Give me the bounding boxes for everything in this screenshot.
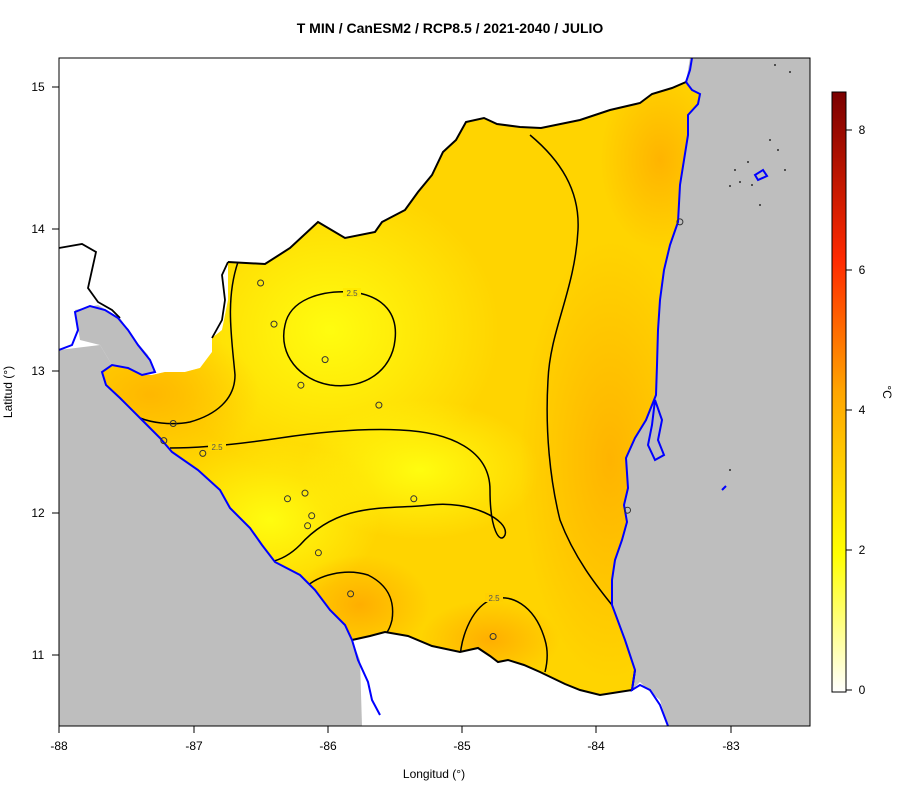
- station-markers: [160, 218, 684, 640]
- cays: [753, 168, 769, 182]
- station-point: [297, 381, 305, 389]
- contour-label-bg: [208, 442, 226, 451]
- contour-central: [169, 428, 507, 563]
- x-axis: [58, 726, 732, 733]
- station-point: [304, 522, 312, 530]
- station-point: [301, 489, 309, 497]
- station-point: [676, 218, 684, 226]
- colorbar-ticks: [846, 129, 852, 691]
- caribbean-sea: [612, 58, 810, 726]
- colorbar-tick-label: 8: [859, 123, 866, 137]
- gulf-of-fonseca: [75, 305, 155, 375]
- contour-label: 2.5: [346, 289, 358, 298]
- station-point: [160, 437, 168, 445]
- colorbar-tick-label: 0: [859, 683, 866, 697]
- colorbar: [831, 91, 847, 693]
- colorbar-tick-label: 4: [859, 403, 866, 417]
- contour-label: 2.5: [488, 594, 500, 603]
- station-point: [410, 495, 418, 503]
- contour-south: [459, 596, 548, 673]
- station-point: [314, 549, 322, 557]
- y-tick-label: 15: [31, 80, 45, 94]
- plot-frame: [58, 57, 811, 727]
- honduras-border: [227, 81, 687, 266]
- y-tick-label: 11: [32, 648, 45, 662]
- y-axis-title: Latitud (°): [1, 366, 15, 418]
- map-title: T MIN / CanESM2 / RCP8.5 / 2021-2040 / J…: [296, 20, 604, 36]
- contour-east: [529, 134, 613, 606]
- contour-label-bg: [485, 593, 503, 602]
- honduras-west-border: [211, 261, 229, 339]
- x-tick-label: -88: [50, 739, 68, 753]
- costa-rica-border: [351, 630, 636, 697]
- station-point: [257, 279, 265, 287]
- station-point: [199, 449, 207, 457]
- contour-label: 2.5: [211, 443, 223, 452]
- contour-lines: [139, 134, 613, 673]
- colorbar-tick-label: 2: [859, 543, 866, 557]
- contour-label-bg: [343, 288, 361, 297]
- x-tick-label: -83: [722, 739, 740, 753]
- el-salvador-border: [58, 243, 121, 319]
- station-point: [489, 633, 497, 640]
- station-point: [308, 512, 316, 520]
- x-tick-label: -87: [185, 739, 203, 753]
- contour-south-west: [304, 571, 394, 635]
- station-point: [375, 401, 383, 409]
- station-point: [321, 356, 329, 364]
- coastlines: [59, 58, 769, 726]
- x-tick-label: -85: [453, 739, 471, 753]
- station-point: [624, 506, 631, 514]
- pacific-coast: [59, 304, 381, 716]
- colorbar-tick-label: 6: [859, 263, 866, 277]
- contour-north-central: [282, 291, 397, 387]
- station-point: [169, 420, 177, 427]
- pearl-lagoon: [646, 399, 666, 462]
- x-axis-title: Longitud (°): [403, 767, 465, 781]
- station-point: [284, 495, 291, 503]
- islet: [721, 485, 727, 491]
- station-point: [270, 320, 278, 328]
- honduras-coast: [685, 58, 693, 83]
- colorbar-unit: °C: [880, 385, 894, 399]
- y-axis: [52, 86, 59, 656]
- y-tick-label: 14: [31, 222, 45, 236]
- contour-west: [139, 261, 239, 425]
- y-tick-label: 13: [31, 364, 45, 378]
- x-tick-label: -86: [319, 739, 337, 753]
- station-point: [347, 590, 355, 598]
- y-tick-label: 12: [31, 506, 45, 520]
- x-tick-label: -84: [587, 739, 605, 753]
- caribbean-coast: [611, 81, 702, 726]
- pacific-ocean: [59, 345, 362, 726]
- caribbean-islets: [729, 64, 791, 471]
